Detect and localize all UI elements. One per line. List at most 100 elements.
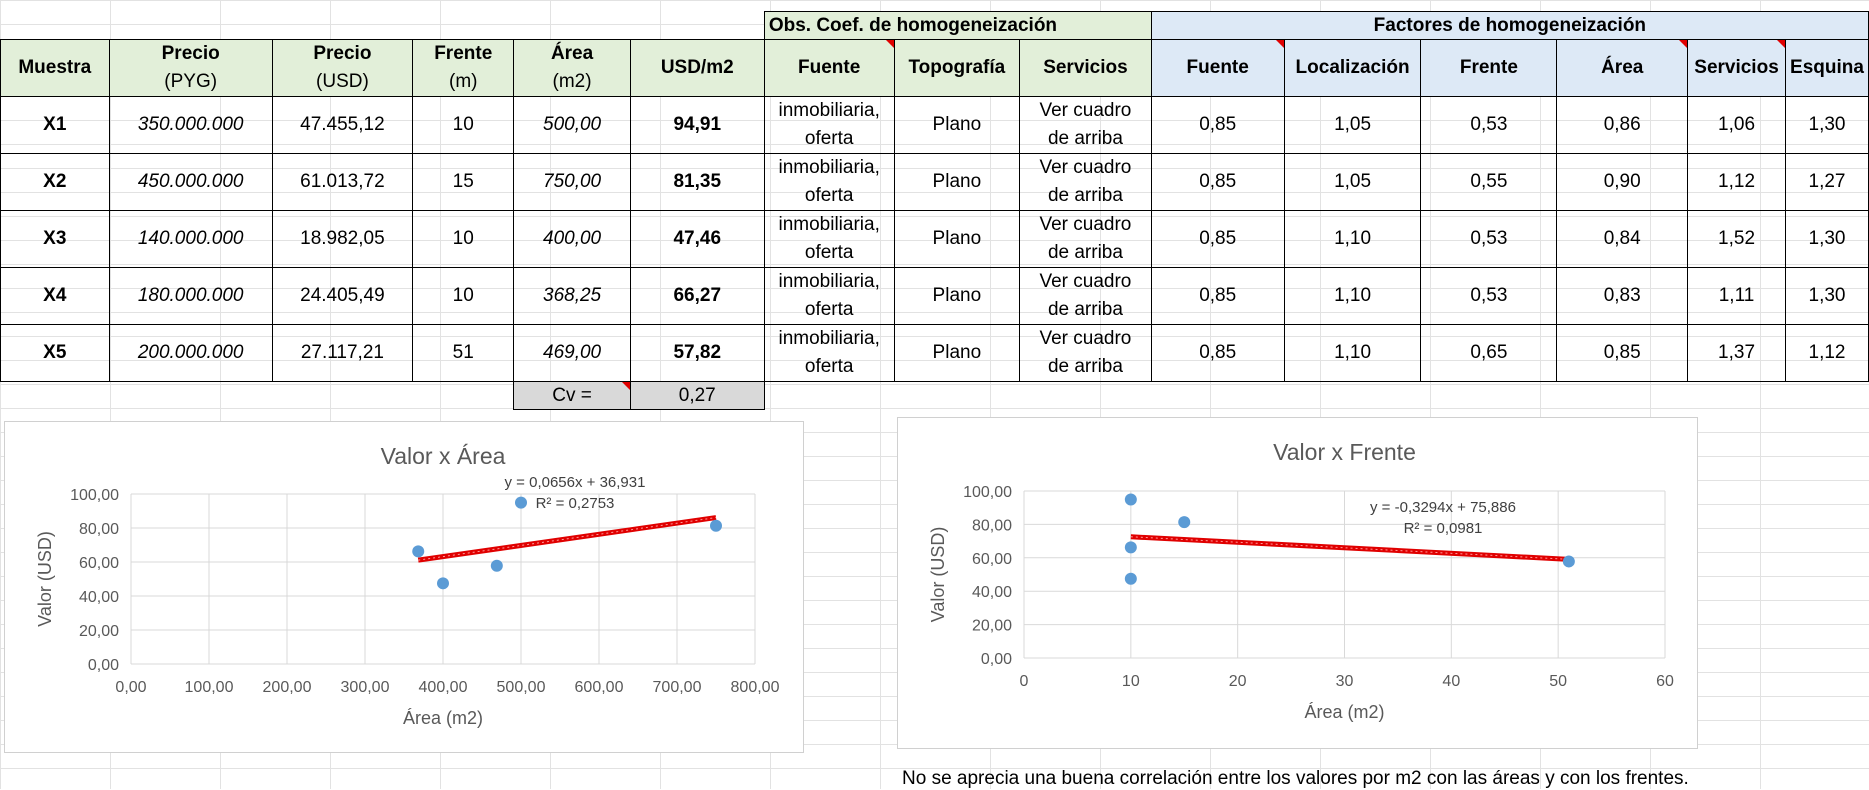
cell-topografia[interactable]: Plano (893, 96, 1021, 154)
cell-factor-frente[interactable]: 0,53 (1420, 267, 1558, 325)
cell-factor-fuente[interactable]: 0,85 (1150, 210, 1285, 268)
col-header-factor-area[interactable]: Área (1556, 39, 1689, 97)
cell-factor-area[interactable]: 0,90 (1556, 153, 1689, 211)
cell-frente[interactable]: 10 (412, 267, 515, 325)
col-header-factor-servicios[interactable]: Servicios (1687, 39, 1786, 97)
y-tick-label: 40,00 (79, 589, 119, 606)
y-tick-label: 100,00 (70, 487, 119, 504)
cell-factor-area[interactable]: 0,84 (1556, 210, 1689, 268)
cell-factor-fuente[interactable]: 0,85 (1150, 96, 1285, 154)
cell-topografia[interactable]: Plano (893, 324, 1021, 382)
group-header-obs[interactable]: Obs. Coef. de homogeneización (763, 11, 1152, 40)
cell-factor-servicios[interactable]: 1,06 (1687, 96, 1786, 154)
cell-servicios[interactable]: Ver cuadro de arriba (1019, 210, 1152, 268)
cell-topografia[interactable]: Plano (893, 267, 1021, 325)
cell-frente[interactable]: 51 (412, 324, 515, 382)
cell-factor-frente[interactable]: 0,53 (1420, 96, 1558, 154)
cell-fuente[interactable]: inmobiliaria, oferta (763, 96, 895, 154)
col-header-precio-usd[interactable]: Precio (USD) (271, 39, 414, 97)
cell-factor-servicios[interactable]: 1,12 (1687, 153, 1786, 211)
cell-factor-localizacion[interactable]: 1,05 (1283, 153, 1422, 211)
col-header-factor-frente[interactable]: Frente (1420, 39, 1558, 97)
cell-servicios[interactable]: Ver cuadro de arriba (1019, 267, 1152, 325)
cell-precio-usd[interactable]: 18.982,05 (271, 210, 414, 268)
cell-area[interactable]: 750,00 (513, 153, 631, 211)
data-point (1124, 572, 1137, 585)
cell-muestra[interactable]: X3 (0, 210, 110, 268)
cell-fuente[interactable]: inmobiliaria, oferta (763, 210, 895, 268)
cell-precio-pyg[interactable]: 140.000.000 (108, 210, 273, 268)
col-header-fuente[interactable]: Fuente (763, 39, 895, 97)
cell-factor-esquina[interactable]: 1,12 (1784, 324, 1869, 382)
cell-factor-fuente[interactable]: 0,85 (1150, 267, 1285, 325)
cell-servicios[interactable]: Ver cuadro de arriba (1019, 96, 1152, 154)
cell-fuente[interactable]: inmobiliaria, oferta (763, 267, 895, 325)
cell-fuente[interactable]: inmobiliaria, oferta (763, 153, 895, 211)
cell-factor-esquina[interactable]: 1,30 (1784, 210, 1869, 268)
cell-factor-localizacion[interactable]: 1,10 (1283, 324, 1422, 382)
cell-precio-pyg[interactable]: 450.000.000 (108, 153, 273, 211)
conclusion-note[interactable]: No se aprecia una buena correlación entr… (902, 768, 1689, 789)
cell-muestra[interactable]: X1 (0, 96, 110, 154)
cell-precio-usd[interactable]: 24.405,49 (271, 267, 414, 325)
cell-factor-servicios[interactable]: 1,11 (1687, 267, 1786, 325)
cell-fuente[interactable]: inmobiliaria, oferta (763, 324, 895, 382)
cell-precio-usd[interactable]: 47.455,12 (271, 96, 414, 154)
cell-factor-esquina[interactable]: 1,30 (1784, 96, 1869, 154)
chart-valor-frente[interactable]: Valor x Frente 0,00 20,00 40,00 60,00 80,00 10… (897, 417, 1698, 749)
cell-servicios[interactable]: Ver cuadro de arriba (1019, 324, 1152, 382)
cell-factor-esquina[interactable]: 1,27 (1784, 153, 1869, 211)
cell-muestra[interactable]: X5 (0, 324, 110, 382)
chart-valor-area[interactable]: Valor x Área 0,00 20,00 40,00 60,00 80,00 100,… (4, 421, 804, 753)
cell-area[interactable]: 500,00 (513, 96, 631, 154)
cell-muestra[interactable]: X4 (0, 267, 110, 325)
col-header-topografia[interactable]: Topografía (893, 39, 1021, 97)
cell-usd-m2[interactable]: 94,91 (629, 96, 765, 154)
cell-factor-esquina[interactable]: 1,30 (1784, 267, 1869, 325)
col-header-area[interactable]: Área (m2) (513, 39, 631, 97)
col-header-factor-fuente[interactable]: Fuente (1150, 39, 1285, 97)
cell-frente[interactable]: 15 (412, 153, 515, 211)
cell-frente[interactable]: 10 (412, 96, 515, 154)
cell-area[interactable]: 400,00 (513, 210, 631, 268)
cv-label[interactable]: Cv = (513, 381, 631, 410)
cell-servicios[interactable]: Ver cuadro de arriba (1019, 153, 1152, 211)
cv-value[interactable]: 0,27 (629, 381, 765, 410)
cell-topografia[interactable]: Plano (893, 153, 1021, 211)
col-header-muestra[interactable]: Muestra (0, 39, 110, 97)
col-header-usd-m2[interactable]: USD/m2 (629, 39, 765, 97)
col-header-factor-esquina[interactable]: Esquina (1784, 39, 1869, 97)
cell-factor-frente[interactable]: 0,65 (1420, 324, 1558, 382)
cell-muestra[interactable]: X2 (0, 153, 110, 211)
cell-area[interactable]: 469,00 (513, 324, 631, 382)
cell-factor-servicios[interactable]: 1,52 (1687, 210, 1786, 268)
cell-factor-localizacion[interactable]: 1,10 (1283, 210, 1422, 268)
col-header-servicios[interactable]: Servicios (1019, 39, 1152, 97)
cell-frente[interactable]: 10 (412, 210, 515, 268)
cell-topografia[interactable]: Plano (893, 210, 1021, 268)
cell-precio-pyg[interactable]: 180.000.000 (108, 267, 273, 325)
col-header-frente[interactable]: Frente (m) (412, 39, 515, 97)
cell-factor-area[interactable]: 0,86 (1556, 96, 1689, 154)
cell-usd-m2[interactable]: 81,35 (629, 153, 765, 211)
cell-precio-pyg[interactable]: 200.000.000 (108, 324, 273, 382)
cell-precio-usd[interactable]: 27.117,21 (271, 324, 414, 382)
cell-factor-frente[interactable]: 0,53 (1420, 210, 1558, 268)
cell-factor-localizacion[interactable]: 1,05 (1283, 96, 1422, 154)
cell-factor-area[interactable]: 0,83 (1556, 267, 1689, 325)
cell-factor-fuente[interactable]: 0,85 (1150, 324, 1285, 382)
cell-precio-pyg[interactable]: 350.000.000 (108, 96, 273, 154)
cell-factor-localizacion[interactable]: 1,10 (1283, 267, 1422, 325)
cell-area[interactable]: 368,25 (513, 267, 631, 325)
cell-factor-fuente[interactable]: 0,85 (1150, 153, 1285, 211)
col-header-precio-pyg[interactable]: Precio (PYG) (108, 39, 273, 97)
cell-factor-frente[interactable]: 0,55 (1420, 153, 1558, 211)
cell-factor-servicios[interactable]: 1,37 (1687, 324, 1786, 382)
cell-precio-usd[interactable]: 61.013,72 (271, 153, 414, 211)
cell-usd-m2[interactable]: 57,82 (629, 324, 765, 382)
col-header-factor-localizacion[interactable]: Localización (1283, 39, 1422, 97)
cell-usd-m2[interactable]: 66,27 (629, 267, 765, 325)
cell-factor-area[interactable]: 0,85 (1556, 324, 1689, 382)
group-header-factores[interactable]: Factores de homogeneización (1150, 11, 1869, 40)
cell-usd-m2[interactable]: 47,46 (629, 210, 765, 268)
